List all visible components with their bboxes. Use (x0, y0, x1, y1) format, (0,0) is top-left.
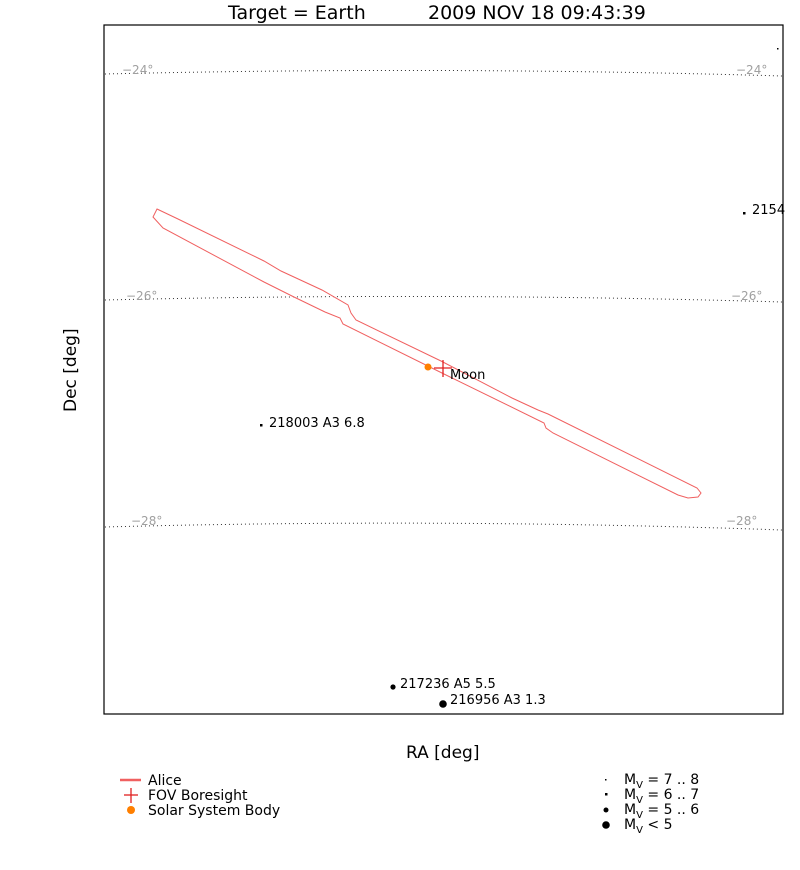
chart-title-target: Target = Earth (227, 2, 366, 24)
grid-label-right-minus28: −28° (726, 514, 757, 528)
moon-marker (424, 363, 432, 371)
grid-label-left-minus26: −26° (126, 289, 157, 303)
star-label-218003: 218003 A3 6.8 (269, 416, 365, 431)
y-axis-label: Dec [deg] (61, 328, 81, 412)
gridline-dec-minus28 (104, 522, 783, 531)
legend-mag-lt5-swatch (602, 821, 610, 829)
grid-label-left-minus24: −24° (122, 63, 153, 77)
legend-mag-lt5-label: MV < 5 (624, 817, 672, 836)
legend-mag-7-8-label: MV = 7 .. 8 (624, 772, 699, 791)
legend-alice-label: Alice (148, 773, 182, 789)
plot-frame (103, 24, 784, 715)
legend-boresight-swatch (124, 788, 138, 803)
grid-label-right-minus26: −26° (731, 289, 762, 303)
star-label-217236: 217236 A5 5.5 (400, 677, 496, 692)
x-axis-label: RA [deg] (406, 743, 479, 763)
star-label-216956: 216956 A3 1.3 (450, 693, 546, 708)
legend-body-swatch (127, 806, 135, 814)
star-label-2154: 2154 (752, 203, 785, 218)
legend-mag-5-6-label: MV = 5 .. 6 (624, 802, 699, 821)
legend-mag-6-7-label: MV = 6 .. 7 (624, 787, 699, 806)
legend-mag-5-6-swatch (603, 807, 609, 813)
legend-mag-7-8-swatch (605, 779, 607, 781)
legend-body-label: Solar System Body (148, 803, 280, 819)
fov-boresight-marker (434, 360, 452, 377)
gridline-dec-minus24 (104, 69, 783, 77)
grid-label-right-minus24: −24° (736, 63, 767, 77)
moon-label: Moon (450, 368, 485, 383)
legend-mag-6-7-swatch (605, 793, 608, 796)
star-marker-2154 (743, 212, 746, 215)
star-marker-218003 (260, 424, 263, 427)
chart-title-time: 2009 NOV 18 09:43:39 (428, 2, 646, 24)
star-marker-217236 (390, 684, 396, 690)
star-marker-216956 (439, 700, 447, 708)
gridline-dec-minus26 (104, 295, 783, 303)
alice-fov-outline (152, 208, 702, 499)
grid-label-left-minus28: −28° (131, 514, 162, 528)
legend-boresight-label: FOV Boresight (148, 788, 248, 804)
corner-dot (777, 48, 779, 50)
